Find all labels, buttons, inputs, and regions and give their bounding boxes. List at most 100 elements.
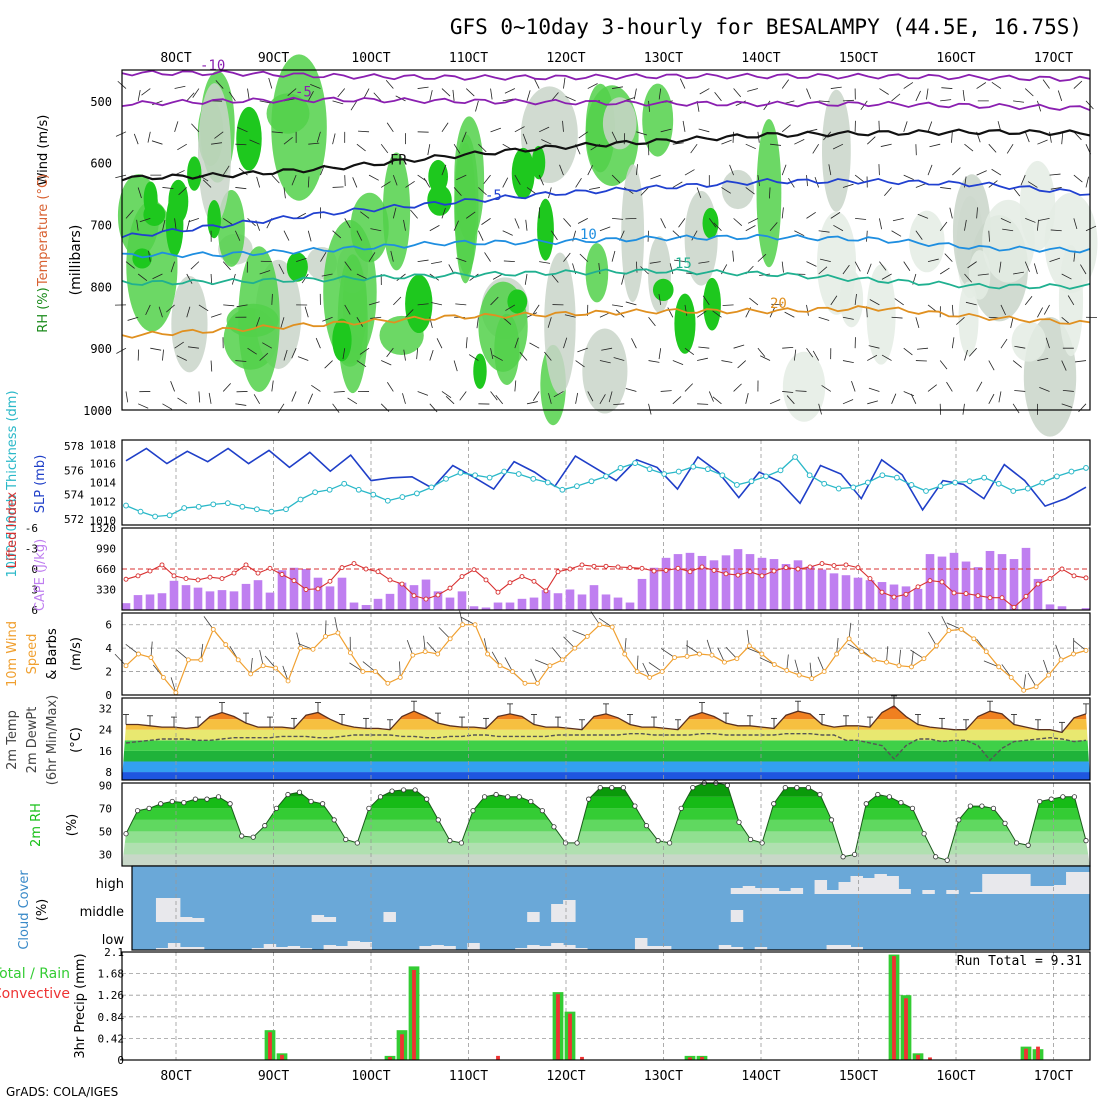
wind10-point <box>933 643 939 649</box>
lifted-index-point <box>783 565 789 571</box>
lifted-index-point <box>303 587 309 592</box>
wind-barb <box>894 298 904 306</box>
wind-barb <box>648 403 652 415</box>
cape-bar <box>349 602 359 610</box>
wind-barb <box>356 143 366 152</box>
precip-tick-label: 0.42 <box>98 1032 125 1045</box>
wind-barb <box>222 165 230 176</box>
isotherm-line <box>121 268 1091 290</box>
wind10-barb <box>504 657 513 672</box>
thickness-point <box>181 505 188 511</box>
wind-barb <box>162 403 173 410</box>
wind-barb <box>867 400 878 405</box>
wind-barb <box>842 360 854 364</box>
wind10-barb <box>458 608 464 625</box>
wind-barb <box>332 186 344 188</box>
wind-barb <box>210 360 213 372</box>
wind10-point <box>260 663 266 669</box>
wind-barb <box>939 221 948 231</box>
thickness-point <box>646 466 653 473</box>
rh2m-point <box>273 805 279 811</box>
rh2m-point <box>667 840 673 846</box>
wind-barb <box>291 174 297 186</box>
wind-barb <box>939 360 948 370</box>
lifted-index-point <box>1047 576 1053 582</box>
cape-bar <box>949 552 959 610</box>
time-label-top: 16OCT <box>936 51 975 66</box>
lifted-index-point <box>471 567 477 573</box>
wind-barb <box>781 207 784 219</box>
cape-bar <box>913 588 923 610</box>
wind-barb <box>291 391 297 402</box>
cape-bar <box>685 552 695 610</box>
wind10-barb <box>886 646 889 663</box>
wind-barb <box>988 360 995 371</box>
wind-barb <box>806 304 809 316</box>
precip-convective-bar <box>916 1054 920 1060</box>
wind10-point <box>497 663 503 669</box>
wind-barb <box>781 261 784 273</box>
wind10-point <box>285 678 291 684</box>
wind-barb <box>483 174 491 184</box>
temperature-tick-label: 16 <box>99 745 112 758</box>
wind10-point <box>335 630 341 636</box>
lifted-index-point <box>831 563 837 569</box>
wind-barb <box>332 133 336 145</box>
wind-barb <box>526 90 531 102</box>
cape-bar <box>673 554 683 610</box>
wind10-point <box>273 665 279 671</box>
wind-barb <box>514 126 525 133</box>
wind10-point <box>859 649 865 655</box>
cape-bar <box>661 557 671 610</box>
wind-barb <box>416 348 419 360</box>
wind-barb <box>211 142 223 145</box>
cape-bar <box>493 602 503 610</box>
rh2m-point <box>1025 842 1031 848</box>
temperature-tick-label: 24 <box>99 724 113 737</box>
thickness-point <box>283 506 289 513</box>
wind-barb <box>429 349 434 361</box>
cape-bar <box>241 583 251 610</box>
wind-barb <box>461 131 467 143</box>
wind-barb <box>949 207 953 219</box>
wind-barb <box>868 345 880 349</box>
precip-unit-label: 3hr Precip (mm) <box>73 953 88 1058</box>
wind-barb <box>187 346 199 349</box>
rh2m-point <box>886 794 892 800</box>
wind-barb <box>1050 229 1062 232</box>
rh2m-point <box>655 838 661 844</box>
cape-bar <box>637 578 647 610</box>
wind-barb <box>502 177 509 188</box>
time-label-top: 12OCT <box>546 51 585 66</box>
cape-bar <box>121 603 131 610</box>
wind-barb <box>781 124 791 133</box>
rh-core-patch <box>473 353 487 389</box>
wind-barb <box>178 187 188 196</box>
isotherm-label: 10 <box>580 227 597 243</box>
thickness-point <box>195 503 202 510</box>
rh2m-point <box>1060 794 1066 800</box>
thickness-point <box>486 474 493 481</box>
lifted-index-point <box>927 578 933 584</box>
rh2m-point <box>262 823 268 829</box>
wind10-point <box>173 690 179 696</box>
temperature-tick-label: 8 <box>105 766 112 779</box>
thickness-point <box>719 472 726 479</box>
wind-barb <box>176 355 187 361</box>
lifted-index-point <box>567 566 573 572</box>
time-label-top: 8OCT <box>160 51 191 66</box>
wind-barb <box>1012 187 1021 197</box>
wind-barb <box>917 347 929 350</box>
wind-barb <box>198 304 209 312</box>
thickness-point <box>981 474 988 481</box>
wind-barb <box>747 218 759 224</box>
thickness-point <box>501 468 508 475</box>
wind10-label-1: 10m Wind <box>5 621 20 687</box>
wind-barb <box>311 384 321 392</box>
wind10-point <box>298 645 303 651</box>
wind10-tick-label: 2 <box>105 666 112 679</box>
wind-barb <box>393 296 402 306</box>
cloud-bar <box>287 946 301 950</box>
wind-barb <box>476 317 479 329</box>
